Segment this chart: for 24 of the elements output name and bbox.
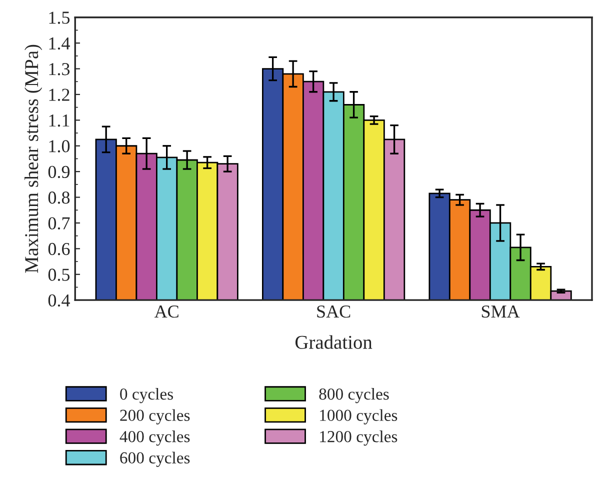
y-tick-label: 1.4 xyxy=(49,37,70,50)
y-tick-label: 0.4 xyxy=(48,294,70,307)
y-tick-label: 0.8 xyxy=(48,192,70,204)
y-tick-label: 1.0 xyxy=(49,140,70,152)
legend-label: 800 cycles xyxy=(319,388,389,404)
y-tick-label: 1.2 xyxy=(49,88,70,101)
x-tick-label: SAC xyxy=(317,306,350,318)
y-tick-label: 0.7 xyxy=(48,217,70,230)
y-tick-label: 1.1 xyxy=(49,114,70,127)
y-tick-label: 1.3 xyxy=(49,63,70,76)
y-tick-label: 0.5 xyxy=(48,268,70,281)
y-tick-label: 0.6 xyxy=(48,242,70,256)
x-tick-label: AC xyxy=(154,306,178,318)
y-tick-label: 0.9 xyxy=(48,166,70,178)
y-tick-label: 1.5 xyxy=(49,12,70,24)
legend-label: 1200 cycles xyxy=(320,430,398,446)
x-axis-title: Gradation xyxy=(295,335,372,349)
legend-label: 0 cycles xyxy=(120,388,173,404)
legend-label: 400 cycles xyxy=(120,430,190,446)
legend-label: 1000 cycles xyxy=(320,409,398,424)
legend-label: 600 cycles xyxy=(120,452,190,467)
y-axis-title: Maximum shear stress (MPa) xyxy=(24,44,42,273)
x-tick-label: SMA xyxy=(482,306,520,318)
legend-label: 200 cycles xyxy=(120,409,190,424)
